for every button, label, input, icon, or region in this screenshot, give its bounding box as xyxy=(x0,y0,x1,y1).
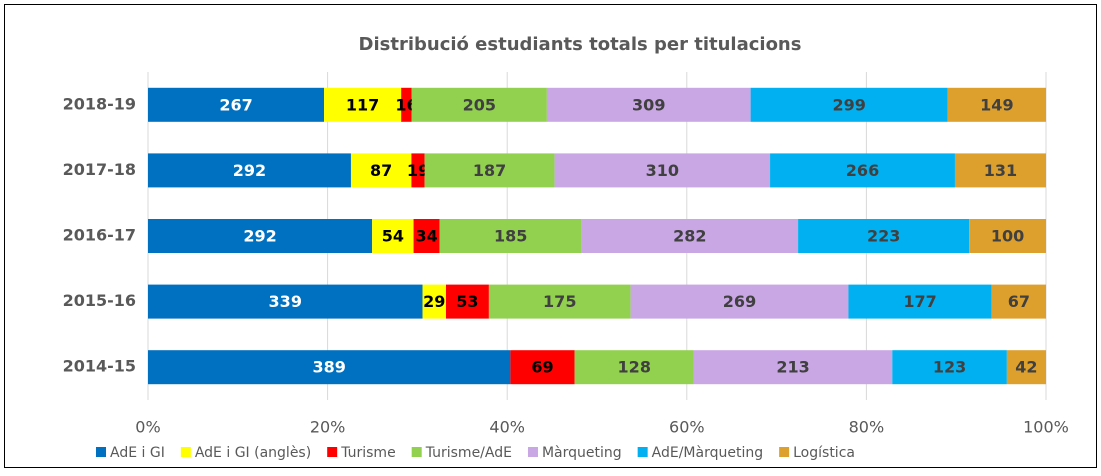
bar-segment xyxy=(750,87,948,122)
bar-segment xyxy=(630,284,849,319)
bar-segment xyxy=(148,87,325,122)
bar-segment xyxy=(148,153,351,188)
bar-segment xyxy=(148,350,511,385)
legend-swatch xyxy=(180,447,191,457)
data-label: 292 xyxy=(233,161,266,180)
bar-segment xyxy=(324,87,402,122)
y-tick-label: 2015-16 xyxy=(63,291,136,310)
data-label: 53 xyxy=(456,292,478,311)
data-label: 282 xyxy=(673,227,706,246)
bar-segment xyxy=(148,284,423,319)
bar-segment xyxy=(510,350,575,385)
data-label: 213 xyxy=(776,358,809,377)
data-label: 267 xyxy=(219,95,252,114)
bar-segment xyxy=(848,284,992,319)
bar-segment xyxy=(554,153,771,188)
data-label: 223 xyxy=(867,227,900,246)
data-label: 149 xyxy=(980,95,1013,114)
data-label: 177 xyxy=(903,292,936,311)
legend-label: AdE i GI (anglès) xyxy=(195,445,311,461)
bar-segment xyxy=(693,350,893,385)
data-label: 123 xyxy=(933,358,966,377)
legend-label: AdE/Màrqueting xyxy=(652,445,763,461)
bar-segment xyxy=(445,284,489,319)
legend-swatch xyxy=(637,447,648,457)
data-label: 269 xyxy=(723,292,756,311)
data-label: 185 xyxy=(494,227,527,246)
y-tick-label: 2018-19 xyxy=(63,94,136,113)
x-tick-label: 20% xyxy=(310,418,346,437)
data-label: 292 xyxy=(243,227,276,246)
bar-segment xyxy=(581,219,799,253)
data-label: 29 xyxy=(423,292,445,311)
data-label: 34 xyxy=(415,227,437,246)
data-label: 69 xyxy=(531,358,553,377)
bar-segment xyxy=(350,153,412,188)
y-tick-label: 2016-17 xyxy=(63,226,136,245)
data-label: 205 xyxy=(463,95,496,114)
data-label: 128 xyxy=(618,358,651,377)
data-label: 100 xyxy=(991,227,1024,246)
y-tick-label: 2014-15 xyxy=(63,357,136,376)
legend-swatch xyxy=(527,447,538,457)
bar-segment xyxy=(401,87,412,122)
data-label: 67 xyxy=(1008,292,1030,311)
legend-swatch xyxy=(411,447,422,457)
bar-segment xyxy=(947,87,1046,122)
legend-label: Turisme/AdE xyxy=(425,445,512,461)
data-label: 339 xyxy=(269,292,302,311)
x-tick-label: 80% xyxy=(849,418,885,437)
legend-label: Logística xyxy=(793,445,855,461)
bar-segment xyxy=(148,219,373,253)
data-label: 389 xyxy=(312,358,345,377)
legend-swatch xyxy=(96,447,106,457)
bar-segment xyxy=(422,284,446,319)
data-label: 42 xyxy=(1015,358,1037,377)
bar-segment xyxy=(546,87,751,122)
bar-segment xyxy=(892,350,1007,385)
legend-label: AdE i GI xyxy=(110,445,165,461)
data-label: 19 xyxy=(407,161,429,180)
x-tick-label: 0% xyxy=(135,418,160,437)
bar-segment xyxy=(372,219,414,253)
data-label: 175 xyxy=(543,292,576,311)
bar-segment xyxy=(574,350,694,385)
legend-swatch xyxy=(327,447,338,457)
bar-segment xyxy=(411,153,425,188)
bar-segment xyxy=(411,87,547,122)
legend-label: Màrqueting xyxy=(542,445,622,461)
data-label: 310 xyxy=(646,161,679,180)
legend-label: Turisme xyxy=(340,445,396,461)
x-tick-label: 60% xyxy=(669,418,705,437)
bar-segment xyxy=(424,153,555,188)
data-label: 117 xyxy=(346,95,379,114)
data-label: 131 xyxy=(984,161,1017,180)
x-tick-label: 40% xyxy=(489,418,525,437)
x-tick-label: 100% xyxy=(1023,418,1069,437)
data-label: 309 xyxy=(632,95,665,114)
bar-segment xyxy=(798,219,970,253)
y-tick-label: 2017-18 xyxy=(63,160,136,179)
data-label: 266 xyxy=(846,161,879,180)
chart-title: Distribució estudiants totals per titula… xyxy=(359,34,802,55)
bar-segment xyxy=(413,219,440,253)
bar-segment xyxy=(770,153,955,188)
data-label: 299 xyxy=(832,95,865,114)
legend-swatch xyxy=(779,447,790,457)
data-label: 87 xyxy=(370,161,392,180)
data-label: 187 xyxy=(473,161,506,180)
bar-segment xyxy=(488,284,631,319)
bar-segment xyxy=(439,219,582,253)
data-label: 54 xyxy=(382,227,404,246)
bar-segment xyxy=(1006,350,1046,385)
bar-segment xyxy=(969,219,1046,253)
bar-segment xyxy=(991,284,1046,319)
bar-segment xyxy=(954,153,1046,188)
